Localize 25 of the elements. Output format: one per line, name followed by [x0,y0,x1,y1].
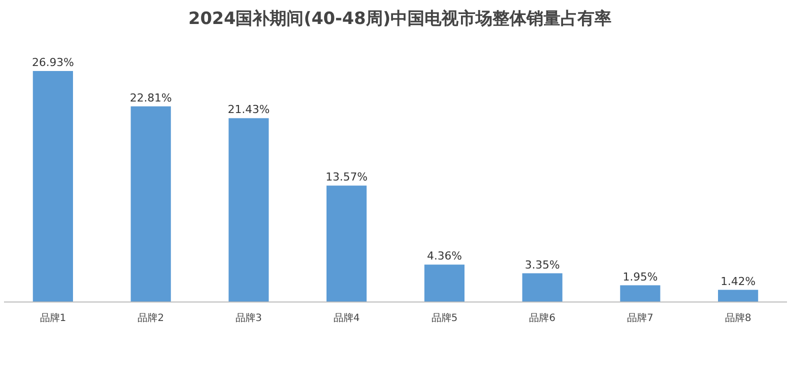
data-label: 1.42% [720,274,756,288]
bar [228,118,269,302]
bar [326,186,367,302]
bar [718,290,758,302]
bar [130,106,171,302]
x-tick-label: 品牌4 [333,312,360,324]
data-label: 21.43% [228,103,270,116]
data-label: 26.93% [32,56,74,69]
x-tick-label: 品牌1 [40,312,66,324]
x-tick-label: 品牌7 [627,312,654,324]
bar [424,264,464,302]
data-label: 13.57% [326,170,368,184]
bar [32,71,73,302]
bar [522,273,562,302]
x-tick-label: 品牌6 [529,312,556,324]
chart-title: 2024国补期间(40-48周)中国电视市场整体销量占有率 [188,9,612,29]
x-tick-label: 品牌5 [431,312,458,324]
data-label: 3.35% [524,258,560,272]
data-label: 4.36% [426,250,462,263]
x-tick-label: 品牌3 [236,312,262,324]
data-label: 1.95% [622,270,658,284]
data-label: 22.81% [130,91,172,104]
x-tick-label: 品牌2 [138,312,164,324]
x-tick-label: 品牌8 [724,312,752,324]
bar [620,285,660,302]
